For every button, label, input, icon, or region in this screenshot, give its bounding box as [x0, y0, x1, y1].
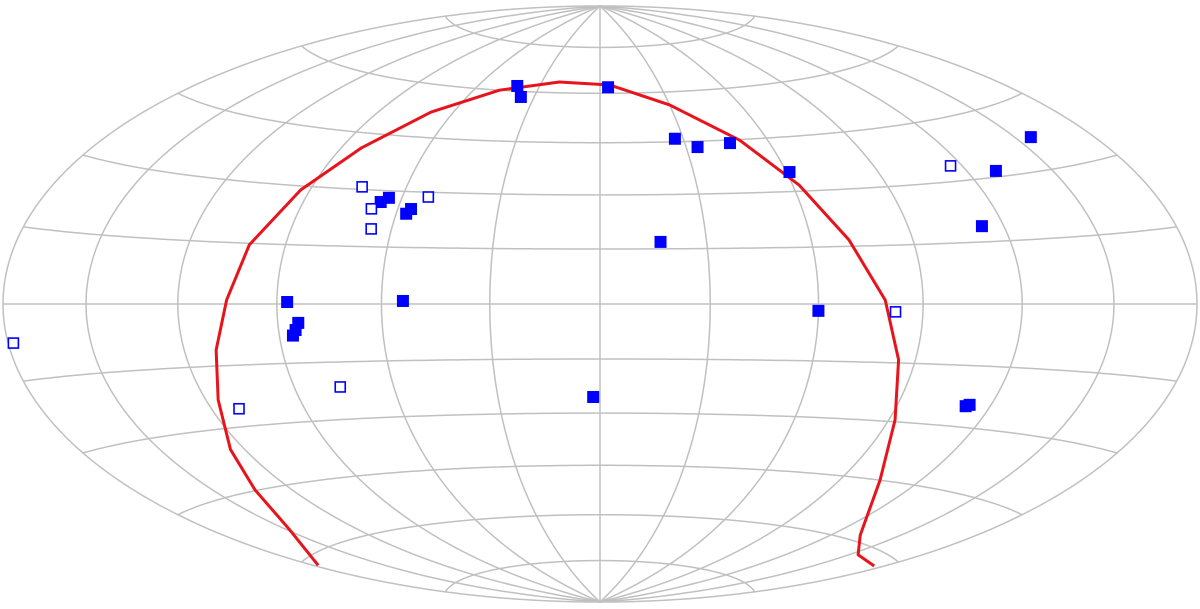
grid-meridian [177, 5, 601, 603]
point-filled [812, 304, 825, 317]
point-open [356, 181, 368, 193]
point-filled [975, 220, 988, 233]
point-filled [286, 329, 299, 342]
point-filled [963, 398, 976, 411]
point-filled [587, 391, 600, 404]
point-filled [1024, 131, 1037, 144]
point-open [422, 191, 435, 203]
point-filled [989, 164, 1002, 177]
point-filled [602, 81, 615, 94]
point-open [233, 402, 245, 415]
point-open [334, 381, 347, 393]
point-open [365, 223, 377, 235]
point-open [889, 306, 902, 318]
grid-meridian [489, 5, 601, 603]
point-filled [668, 132, 681, 145]
point-filled [514, 90, 527, 103]
point-open [7, 337, 20, 349]
grid-meridian [599, 5, 924, 603]
point-filled [374, 196, 387, 209]
grid-meridian [599, 5, 820, 603]
point-open [944, 160, 957, 172]
point-filled [691, 141, 704, 154]
point-filled [654, 235, 667, 248]
point-filled [511, 79, 524, 92]
point-filled [723, 137, 736, 150]
grid-meridian [2, 5, 601, 603]
grid-meridian [599, 5, 711, 603]
grid-meridian [85, 5, 601, 603]
point-filled [281, 296, 294, 309]
grid-meridian [276, 5, 601, 603]
curve [214, 80, 901, 568]
point-open [365, 203, 378, 215]
grid-meridian [599, 5, 1198, 603]
point-filled [400, 207, 413, 220]
point-filled [396, 294, 409, 307]
grid-meridian [380, 5, 601, 603]
point-filled [783, 166, 796, 179]
grid-meridian [599, 5, 1115, 603]
grid-meridian [599, 5, 1023, 603]
